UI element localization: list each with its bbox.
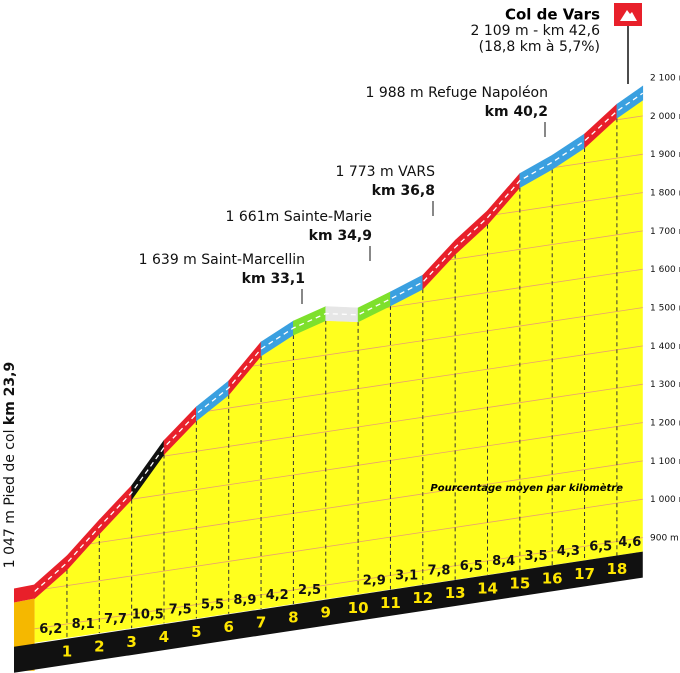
foot-text: 1 047 m Pied de col xyxy=(2,430,18,569)
pct-label: 7,5 xyxy=(169,602,192,617)
y-tick-label: 1 100 m xyxy=(650,457,680,467)
y-tick-label: 1 000 m xyxy=(650,495,680,505)
foot-label: 1 047 m Pied de col km 23,9 xyxy=(2,362,18,568)
km-label: 3 xyxy=(126,633,136,651)
base-strip xyxy=(14,551,643,673)
waypoint-label: 1 639 m Saint-Marcellin xyxy=(139,252,305,268)
km-label: 7 xyxy=(256,613,266,631)
km-label: 18 xyxy=(606,560,627,578)
pct-label: 7,8 xyxy=(427,564,450,579)
km-label: 4 xyxy=(159,628,169,646)
waypoint-label: 1 773 m VARS xyxy=(336,164,436,180)
pct-label: 5,5 xyxy=(201,598,224,613)
km-label: 5 xyxy=(191,623,201,641)
km-label: 11 xyxy=(380,594,401,612)
y-tick-label: 1 600 m xyxy=(650,265,680,275)
y-tick-label: 1 800 m xyxy=(650,189,680,199)
waypoint-km: km 34,9 xyxy=(309,228,372,244)
summit-info: (18,8 km à 5,7%) xyxy=(479,39,600,55)
km-label: 10 xyxy=(348,599,369,617)
y-tick-label: 1 300 m xyxy=(650,380,680,390)
y-tick-label: 1 200 m xyxy=(650,419,680,429)
grid-line xyxy=(34,496,643,597)
y-tick-label: 2 100 m xyxy=(650,74,680,84)
y-tick-label: 1 500 m xyxy=(650,304,680,314)
grid-line xyxy=(34,534,643,635)
pct-label: 2,9 xyxy=(363,573,386,588)
km-label: 6 xyxy=(223,618,233,636)
pct-label: 4,3 xyxy=(557,544,580,559)
pct-label: 2,5 xyxy=(298,583,321,598)
summit-info: 2 109 m - km 42,6 xyxy=(471,23,601,39)
face xyxy=(34,100,643,643)
km-label: 16 xyxy=(542,570,563,588)
km-label: 12 xyxy=(412,589,433,607)
pct-label: 8,4 xyxy=(492,554,515,569)
summit-title: Col de Vars xyxy=(505,6,600,24)
km-label: 1 xyxy=(62,642,72,660)
km-label: 15 xyxy=(509,575,530,593)
pct-label: 3,1 xyxy=(395,569,418,584)
km-label: 2 xyxy=(94,638,104,656)
y-tick-label: 1 900 m xyxy=(650,150,680,160)
legend-note: Pourcentage moyen par kilomètre xyxy=(430,482,623,494)
km-label: 17 xyxy=(574,565,595,583)
waypoint-km: km 40,2 xyxy=(485,104,548,120)
waypoint-km: km 36,8 xyxy=(372,183,435,199)
waypoint-label: 1 661m Sainte-Marie xyxy=(226,209,372,225)
y-tick-label: 900 m xyxy=(650,534,679,544)
pct-label: 8,1 xyxy=(72,617,95,632)
km-label: 14 xyxy=(477,579,498,597)
segment-start xyxy=(14,584,35,603)
grid-line xyxy=(34,457,643,558)
pct-label: 6,2 xyxy=(39,622,62,637)
segment xyxy=(616,85,644,119)
pct-label: 8,9 xyxy=(233,593,256,608)
pct-label: 4,2 xyxy=(266,588,289,603)
pct-label: 3,5 xyxy=(525,549,548,564)
km-label: 13 xyxy=(445,584,466,602)
pct-label: 10,5 xyxy=(132,607,164,622)
y-tick-label: 1 400 m xyxy=(650,342,680,352)
y-tick-label: 1 700 m xyxy=(650,227,680,237)
pct-label: 4,6 xyxy=(618,535,641,550)
pct-label: 6,5 xyxy=(589,539,612,554)
waypoint-km: km 33,1 xyxy=(242,271,305,287)
y-tick-label: 2 000 m xyxy=(650,112,680,122)
km-label: 8 xyxy=(288,608,298,626)
foot-km: km 23,9 xyxy=(2,362,18,425)
km-label: 9 xyxy=(321,604,331,622)
pct-label: 7,7 xyxy=(104,612,127,627)
waypoint-label: 1 988 m Refuge Napoléon xyxy=(365,85,548,101)
center-dash xyxy=(34,92,644,592)
pct-label: 6,5 xyxy=(460,559,483,574)
profile: 900 m 1 000 m 1 100 m 1 200 m 1 300 m 1 400 m… xyxy=(14,74,680,673)
flag-icon xyxy=(620,10,637,21)
